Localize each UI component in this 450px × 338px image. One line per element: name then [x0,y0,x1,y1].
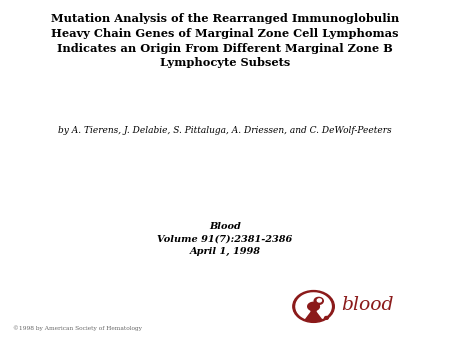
Circle shape [293,291,334,322]
Text: by A. Tierens, J. Delabie, S. Pittaluga, A. Driessen, and C. DeWolf-Peeters: by A. Tierens, J. Delabie, S. Pittaluga,… [58,126,392,135]
Wedge shape [296,293,331,318]
Text: Mutation Analysis of the Rearranged Immunoglobulin
Heavy Chain Genes of Marginal: Mutation Analysis of the Rearranged Immu… [51,13,399,68]
Circle shape [317,299,321,302]
Text: Blood
Volume 91(7):2381-2386
April 1, 1998: Blood Volume 91(7):2381-2386 April 1, 19… [158,222,292,256]
Text: blood: blood [341,296,393,314]
Text: ©1998 by American Society of Hematology: ©1998 by American Society of Hematology [14,326,142,331]
Circle shape [314,297,323,305]
Circle shape [324,316,328,319]
